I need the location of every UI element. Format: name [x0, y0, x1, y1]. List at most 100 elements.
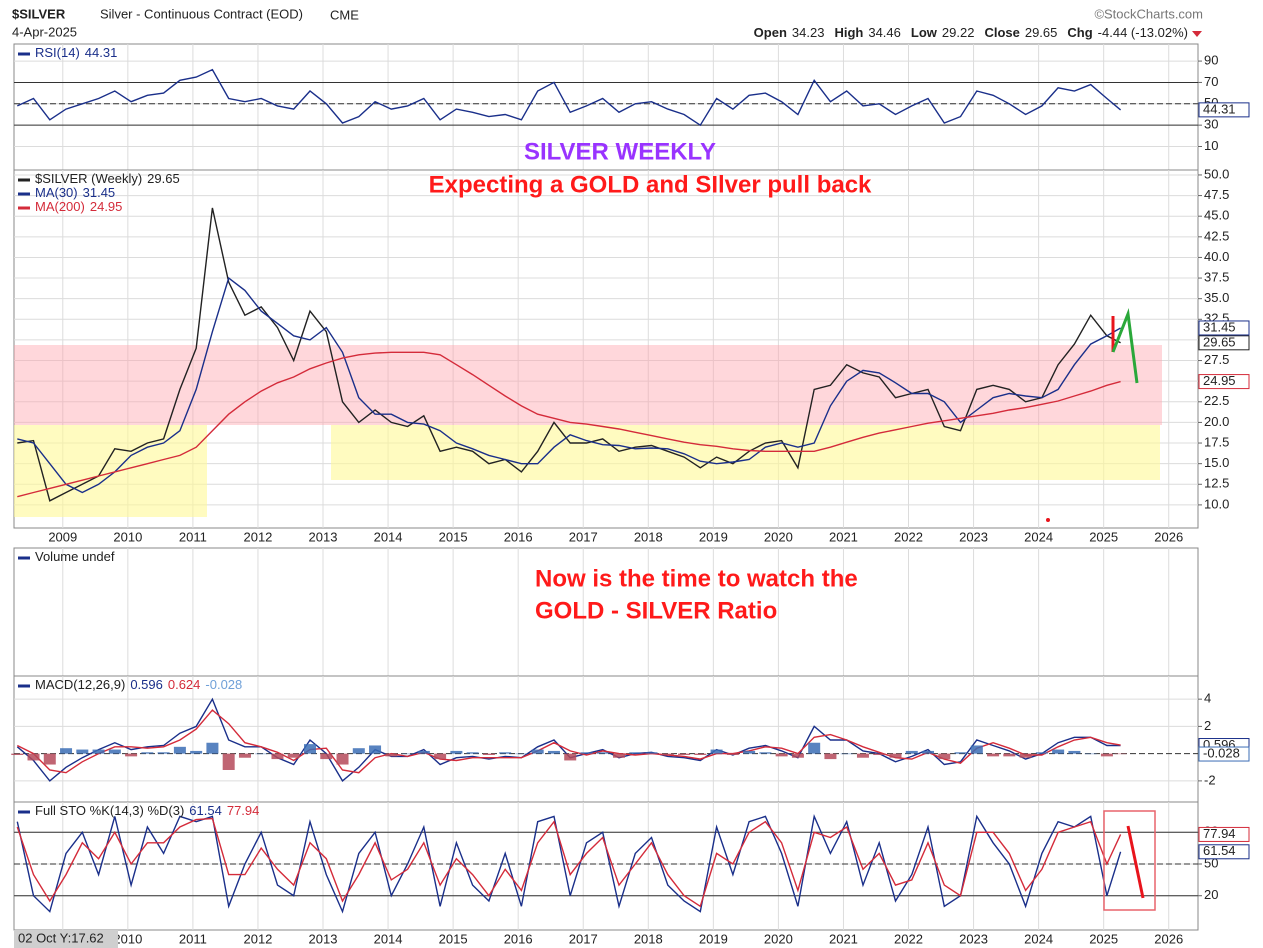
change-arrow [1192, 31, 1202, 37]
legend: $SILVER (Weekly) 29.65 [35, 171, 180, 186]
x-tick-label: 2025 [1089, 529, 1118, 544]
legend-value: -0.028 [205, 677, 242, 692]
y-tick-label: -2 [1204, 772, 1216, 787]
x-tick-label: 2023 [959, 529, 988, 544]
histogram-bar [320, 753, 333, 760]
value-tag [1198, 102, 1250, 118]
annotation: Now is the time to watch the [535, 565, 858, 592]
quote-value: 29.65 [1025, 25, 1058, 40]
histogram-bar [1019, 753, 1032, 758]
x-tick-label: 2009 [48, 529, 77, 544]
legend-name: RSI(14) [35, 45, 80, 60]
legend-title: Volume undef [35, 549, 115, 564]
histogram-bar [190, 750, 203, 754]
histogram-bar [726, 753, 739, 756]
x-tick-label: 2015 [439, 931, 468, 946]
histogram-bar [808, 742, 821, 754]
histogram-bar [76, 749, 89, 754]
value-tag-label: 61.54 [1203, 843, 1236, 858]
x-tick-label: 2013 [309, 529, 338, 544]
value-tag-label: 29.65 [1203, 334, 1236, 349]
data-layer: $SILVER Silver - Continuous Contract (EOD… [11, 6, 1250, 948]
x-tick-label: 2026 [1154, 931, 1183, 946]
x-tick-label: 2011 [179, 529, 207, 544]
x-tick-label: 2025 [1089, 931, 1118, 946]
histogram-bar [824, 753, 837, 760]
drawn-zones [14, 345, 1162, 517]
x-tick-label: 2023 [959, 931, 988, 946]
x-tick-label: 2021 [829, 529, 858, 544]
histogram-bar [1003, 753, 1016, 757]
series-line [17, 207, 1121, 502]
histogram-bar [1052, 749, 1065, 754]
histogram-bar [27, 753, 40, 761]
histogram-bar [352, 748, 365, 754]
histogram-bar [255, 753, 268, 755]
x-tick-label: 2014 [374, 529, 403, 544]
drawn-marks [1046, 308, 1156, 911]
histogram-bar [157, 752, 170, 754]
histogram-bar [889, 753, 902, 758]
histogram-bar [759, 752, 772, 754]
legend-value: 0.624 [168, 677, 201, 692]
histogram-bar [1035, 752, 1048, 754]
histogram-bar [141, 752, 154, 754]
histogram-bar [43, 753, 56, 765]
y-tick-label: 15.0 [1204, 455, 1229, 470]
histogram-bar [547, 750, 560, 754]
x-tick-label: 2022 [894, 529, 923, 544]
value-tag [1198, 746, 1250, 762]
y-tick-label: 50.0 [1204, 166, 1229, 181]
y-tick-label: 20.0 [1204, 414, 1229, 429]
histogram-bar [694, 753, 707, 756]
drawn-box [1103, 810, 1156, 911]
histogram-bar [434, 753, 447, 760]
histogram-bar [873, 753, 886, 756]
value-tag [1198, 374, 1250, 390]
legend: MACD(12,26,9) 0.596 0.624 -0.028 [35, 677, 242, 692]
value-tag [1198, 826, 1250, 842]
quote-value: 29.22 [942, 25, 975, 40]
histogram-bar [92, 749, 105, 754]
y-tick-label: 20 [1204, 887, 1218, 902]
histogram-bar [970, 745, 983, 754]
panel-frame [13, 169, 1199, 529]
histogram-bar [1100, 753, 1113, 757]
value-tag [1198, 844, 1250, 860]
annotation: GOLD - SILVER Ratio [535, 597, 777, 624]
legend-value: 0.596 [130, 677, 163, 692]
legend-name: MA(200) [35, 199, 85, 214]
x-tick-label: 2010 [113, 931, 142, 946]
histogram-bar [515, 753, 528, 755]
legend-value: 77.94 [227, 803, 260, 818]
legend-value: 24.95 [90, 199, 123, 214]
y-tick-label: 42.5 [1204, 228, 1229, 243]
drawn-line [1126, 825, 1145, 899]
quote-label: Close [984, 25, 1019, 40]
x-tick-label: 2017 [569, 931, 598, 946]
legend-value: 61.54 [189, 803, 222, 818]
quote-label: Low [911, 25, 938, 40]
x-tick-label: 2012 [243, 529, 272, 544]
series-line [17, 276, 1121, 494]
histogram-bar [11, 753, 24, 756]
histogram-bar [564, 753, 577, 761]
x-tick-label: 2019 [699, 529, 728, 544]
histogram-bar [954, 752, 967, 754]
quote-label: Open [754, 25, 787, 40]
legend-title: MACD(12,26,9) [35, 677, 125, 692]
y-tick-label: 45.0 [1204, 208, 1229, 223]
histogram-bar [385, 753, 398, 757]
support-zone [14, 425, 207, 517]
x-tick-label: 2020 [764, 931, 793, 946]
cursor-box [14, 930, 118, 948]
quote-label: Chg [1067, 25, 1092, 40]
x-tick-label: 2010 [113, 529, 142, 544]
annotation: Expecting a GOLD and SIlver pull back [429, 171, 872, 198]
annotation: SILVER WEEKLY [524, 138, 716, 165]
histogram-bar [743, 750, 756, 754]
x-tick-label: 2017 [569, 529, 598, 544]
histogram-bar [482, 753, 495, 756]
histogram-bar [369, 745, 382, 754]
